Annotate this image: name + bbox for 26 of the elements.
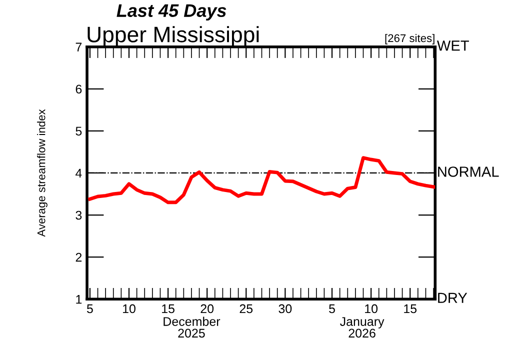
x-tick-label: 15 bbox=[404, 304, 417, 314]
x-tick-label: 25 bbox=[240, 304, 253, 314]
x-tick-label: 15 bbox=[162, 304, 174, 314]
y-axis-title: Average streamflow index bbox=[37, 109, 48, 237]
x-tick-label: 20 bbox=[200, 304, 214, 314]
chart-title: Last 45 Days bbox=[116, 4, 226, 21]
y-tick-label: 3 bbox=[76, 210, 82, 220]
x-tick-label: 5 bbox=[86, 304, 93, 314]
x-tick-label: 10 bbox=[123, 304, 136, 314]
y-tick-label: 2 bbox=[76, 252, 82, 262]
text: December 2025 bbox=[164, 316, 220, 338]
ref-line-label: NORMAL bbox=[438, 166, 499, 177]
text: DRY bbox=[438, 292, 468, 303]
y-tick-label: 4 bbox=[76, 168, 82, 178]
chart-subtitle: Upper Mississippi bbox=[88, 26, 259, 47]
text: WET bbox=[436, 40, 469, 51]
line-series bbox=[88, 156, 436, 204]
text: January 2026 bbox=[340, 317, 384, 338]
y-tick-label: 6 bbox=[76, 84, 82, 94]
x-tick-label: 30 bbox=[278, 304, 292, 314]
x-tick-label: 10 bbox=[365, 304, 378, 314]
y-tick-label: 1 bbox=[76, 295, 82, 304]
x-tick-label: 5 bbox=[329, 304, 335, 314]
y-tick-label: 7 bbox=[76, 42, 82, 52]
text: [267 sites] bbox=[385, 34, 434, 44]
y-tick-label: 5 bbox=[76, 126, 82, 136]
